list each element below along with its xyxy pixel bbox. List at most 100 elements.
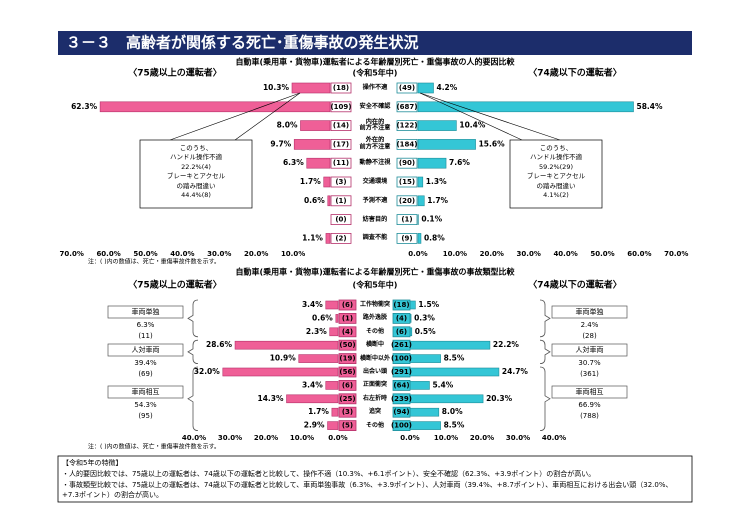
value-label: 2.9% [304,421,325,430]
value-label: 1.1% [302,233,323,242]
callout-line [419,92,523,141]
count-box [392,406,411,418]
group-count: (95) [138,412,153,420]
category-label: その他 [365,327,384,335]
group-brace [539,366,551,431]
group-name: 車両単独 [132,307,160,316]
count-box [338,379,357,391]
legend-left: 〈75歳以上の運転者〉 [128,279,222,291]
summary-heading: 【令和5年の特徴】 [62,459,123,467]
x-tick-label: 70.0% [60,250,84,258]
category-label: 横断中 [365,341,384,349]
count-label: (1) [401,216,412,224]
value-label: 0.6% [312,313,333,322]
value-label: 3.4% [302,380,323,389]
chart-subtitle: (令和5年中) [353,280,398,290]
value-label: 1.5% [418,300,439,309]
group-brace [539,339,551,364]
category-label: 妨害目的 [362,215,388,223]
category-label: 横断中以外 [359,354,390,362]
bar [409,381,430,390]
value-label: 8.0% [277,121,298,130]
count-label: (100) [391,355,412,363]
bar [329,327,339,337]
count-box [396,82,418,94]
x-tick-label: 30.0% [517,250,541,258]
bar [409,300,416,310]
bar [327,195,331,207]
count-box [330,157,352,169]
count-box [338,312,357,324]
count-box [396,195,418,207]
callout-line [419,92,561,141]
note: 注：( )内の数値は、死亡・重傷事故件数を示す。 [88,258,220,266]
group-count: (11) [138,332,153,340]
x-tick-label: 20.0% [254,434,278,442]
count-label: (94) [393,408,409,416]
value-label: 20.3% [486,394,513,403]
group-header-box [551,385,628,399]
group-header-box [107,305,184,319]
value-label: 10.9% [270,354,297,363]
value-label: 8.5% [444,354,465,363]
x-tick-label: 30.0% [207,250,231,258]
group-count: (28) [582,332,597,340]
count-box [338,366,357,378]
count-box [392,299,411,311]
count-box [338,299,357,311]
count-box [338,339,357,351]
count-label: (1) [342,314,353,322]
category-label: その他 [365,421,384,429]
value-label: 5.4% [432,380,453,389]
category-label: 外在的 前方不注意 [359,136,391,151]
group-name: 車両単独 [576,307,604,316]
x-tick-label: 20.0% [480,250,504,258]
count-label: (50) [339,341,355,349]
category-label: 正面衝突 [362,381,387,389]
value-label: 1.3% [426,177,447,186]
x-tick-label: 0.0% [400,434,419,442]
count-box [392,339,411,351]
callout-box [139,139,253,209]
x-tick-label: 10.0% [443,250,467,258]
category-label: 安全不確認 [359,102,391,110]
category-label: 工作物衝突 [359,300,390,308]
x-tick-label: 0.0% [328,434,347,442]
count-box [338,420,357,432]
group-name: 人対車両 [576,345,604,354]
bar [325,381,339,390]
bar [234,340,339,350]
count-box [392,326,411,338]
bar [417,120,457,131]
bar [335,314,339,323]
group-name: 車両相互 [132,387,160,396]
bar [409,340,491,350]
group-count: (69) [138,370,153,378]
title-band [58,31,692,55]
count-label: (239) [391,395,412,403]
bar [222,367,339,377]
count-label: (56) [339,368,355,376]
count-label: (100) [391,422,412,430]
count-box [330,101,352,113]
count-label: (11) [333,159,349,167]
count-label: (1) [335,197,346,205]
count-label: (6) [342,301,353,309]
count-box [392,312,411,324]
bar [417,233,422,244]
value-label: 6.3% [283,158,304,167]
note: 注：( )内の数値は、死亡・重傷事故件数を示す。 [88,443,220,451]
value-label: 32.0% [194,367,221,376]
legend-right: 〈74歳以下の運転者〉 [528,67,622,79]
bar [331,407,339,417]
x-tick-label: 30.0% [218,434,242,442]
count-box [330,195,352,207]
count-box [396,214,418,226]
category-label: 路外逸脱 [362,314,387,322]
count-label: (18) [333,84,349,92]
chart-subtitle: (令和5年中) [353,68,398,78]
chart-title: 自動車(乗用車・貨物車)運転者による年齢層別死亡・重傷事故の事故類型比較 [235,267,515,277]
count-label: (3) [342,408,353,416]
count-box [330,176,352,188]
value-label: 2.3% [306,327,327,336]
